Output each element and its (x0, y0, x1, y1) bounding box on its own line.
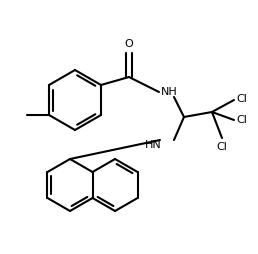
Text: Cl: Cl (236, 94, 247, 104)
Text: O: O (125, 39, 133, 49)
Text: HN: HN (145, 140, 162, 150)
Text: Cl: Cl (236, 115, 247, 125)
Text: NH: NH (161, 87, 178, 97)
Text: Cl: Cl (216, 142, 227, 152)
